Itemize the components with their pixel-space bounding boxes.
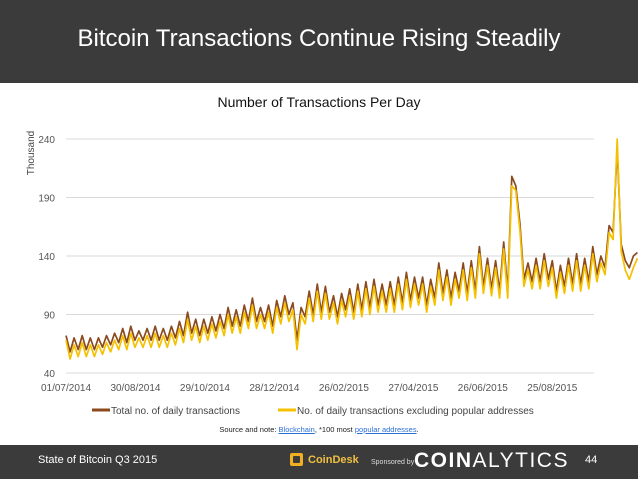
y-tick-label: 190 xyxy=(38,194,55,205)
transactions-chart: Number of Transactions Per Day Thousand … xyxy=(26,94,638,417)
coindesk-icon xyxy=(290,453,303,466)
series-line-excluding-popular xyxy=(65,138,638,360)
series-line-total xyxy=(65,147,638,353)
note-prefix: Source and note: xyxy=(219,425,279,434)
y-tick-label: 90 xyxy=(44,311,56,322)
slide-title: Bitcoin Transactions Continue Rising Ste… xyxy=(77,25,561,52)
gridlines xyxy=(66,138,594,374)
series-lines xyxy=(65,138,638,360)
note-suffix: . xyxy=(416,425,419,434)
y-axis-label: Thousand xyxy=(26,131,37,175)
coinalytics-logo: COINALYTICS xyxy=(414,449,569,473)
x-tick-label: 29/10/2014 xyxy=(180,383,230,394)
legend-label: No. of daily transactions excluding popu… xyxy=(297,406,534,417)
footer-report-name: State of Bitcoin Q3 2015 xyxy=(38,454,158,466)
x-tick-label: 25/08/2015 xyxy=(527,383,577,394)
blockchain-link[interactable]: Blockchain xyxy=(278,425,315,434)
y-tick-label: 240 xyxy=(38,135,55,146)
sponsored-by-label: Sponsored by xyxy=(371,459,415,466)
popular-addresses-link[interactable]: popular addresses xyxy=(354,425,417,434)
source-note: Source and note: Blockchain, *100 most p… xyxy=(0,425,638,434)
coinalytics-rest: ALYTICS xyxy=(472,449,569,472)
coindesk-wordmark: CoinDesk xyxy=(308,453,359,466)
x-tick-label: 30/08/2014 xyxy=(110,383,160,394)
note-middle: , *100 most xyxy=(314,425,355,434)
coindesk-logo: CoinDesk xyxy=(290,453,359,466)
slide-footer: State of Bitcoin Q3 2015 CoinDesk Sponso… xyxy=(0,445,638,479)
x-tick-label: 01/07/2014 xyxy=(41,383,91,394)
y-tick-label: 140 xyxy=(38,252,55,263)
x-tick-label: 26/02/2015 xyxy=(319,383,369,394)
x-tick-label: 27/04/2015 xyxy=(388,383,438,394)
x-tick-label: 26/06/2015 xyxy=(458,383,508,394)
slide-header: Bitcoin Transactions Continue Rising Ste… xyxy=(0,0,638,83)
page-number: 44 xyxy=(585,454,598,466)
legend: Total no. of daily transactions No. of da… xyxy=(92,406,534,417)
y-tick-labels: 40 90 140 190 240 xyxy=(38,135,55,380)
coinalytics-bold: COIN xyxy=(414,449,473,472)
x-tick-label: 28/12/2014 xyxy=(249,383,299,394)
x-tick-labels: 01/07/2014 30/08/2014 29/10/2014 28/12/2014… xyxy=(41,383,578,394)
legend-label: Total no. of daily transactions xyxy=(111,406,240,417)
chart-title: Number of Transactions Per Day xyxy=(217,94,420,110)
y-tick-label: 40 xyxy=(44,369,56,380)
